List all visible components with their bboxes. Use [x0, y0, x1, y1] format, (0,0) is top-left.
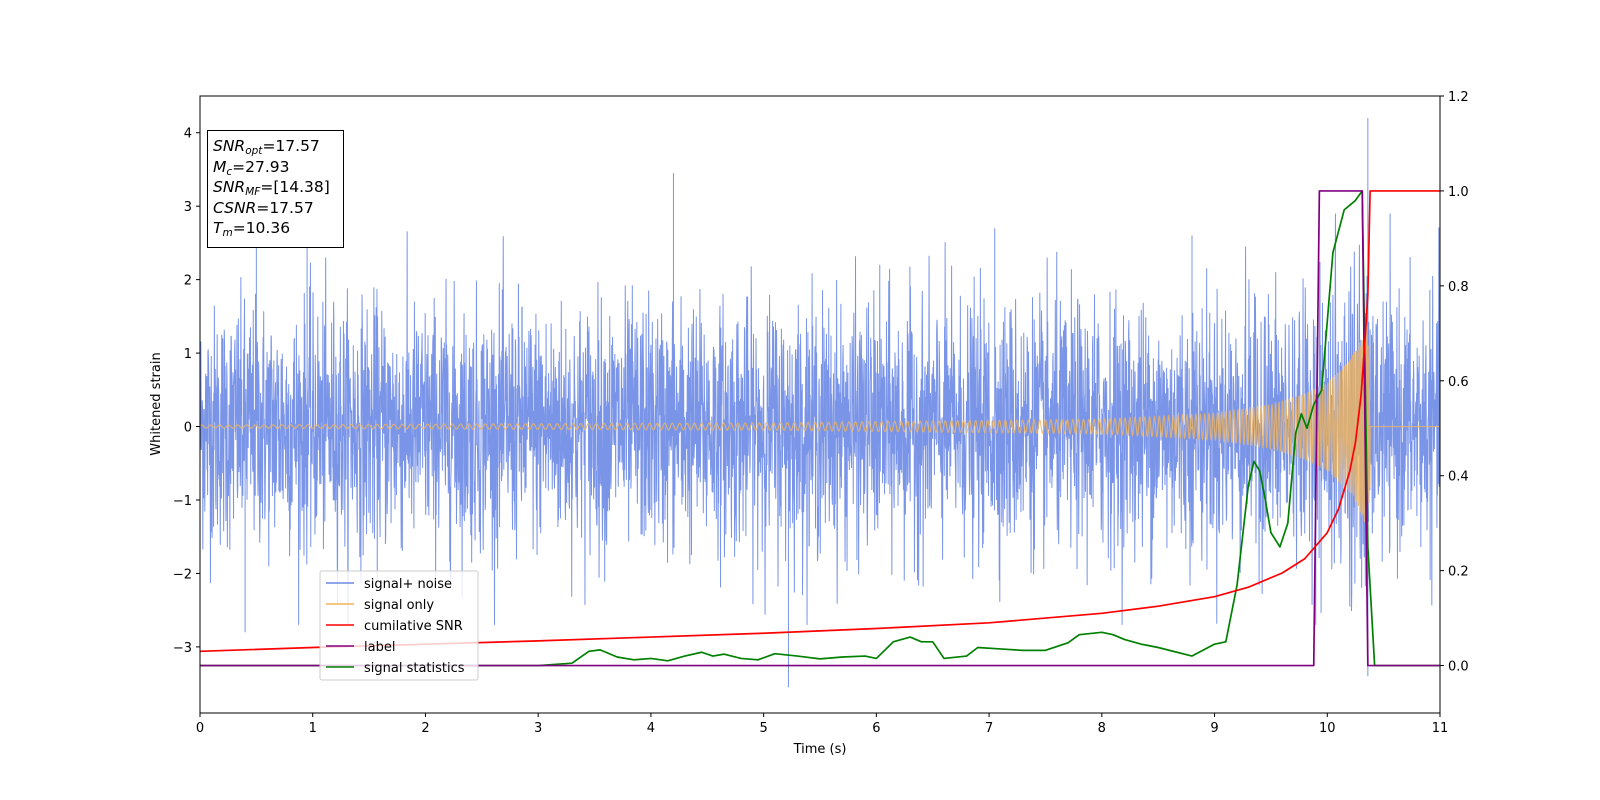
legend-label-signal-noise: signal+ noise — [364, 577, 452, 592]
y2-tick-label: 1.2 — [1448, 90, 1469, 105]
legend-frame — [319, 570, 479, 681]
y-tick-label: 2 — [184, 274, 192, 289]
y-axis-right: 1.2 1.0 0.8 0.6 0.4 0.2 0.0 — [1440, 90, 1469, 675]
x-tick-label: 9 — [1210, 721, 1218, 736]
x-tick-label: 7 — [985, 721, 993, 736]
signal-only-line — [199, 325, 1440, 526]
x-tick-label: 8 — [1098, 721, 1106, 736]
x-tick-label: 0 — [196, 721, 204, 736]
stat-snr-mf: SNRMF=[14.38] — [213, 178, 330, 198]
stats-annotation-box: SNRopt=17.57 Mc=27.93 SNRMF=[14.38] CSNR… — [207, 130, 344, 248]
y-tick-label: −2 — [173, 567, 192, 582]
signal-statistics-line — [200, 190, 1440, 667]
y-tick-label: 1 — [184, 347, 192, 362]
y-tick-label: 3 — [184, 200, 192, 215]
signal-only-trace — [199, 325, 1440, 526]
x-tick-label: 2 — [421, 721, 429, 736]
right-axis-series — [199, 190, 1440, 667]
legend-label-cumulative-snr: cumilative SNR — [364, 619, 463, 634]
stat-mc: Mc=27.93 — [213, 157, 290, 178]
x-tick-label: 6 — [872, 721, 880, 736]
y-axis-label: Whitened strain — [149, 352, 164, 455]
y-tick-label: −1 — [173, 494, 192, 509]
y2-tick-label: 0.0 — [1448, 660, 1469, 675]
x-axis-label: Time (s) — [793, 742, 847, 757]
cumulative-snr-line — [199, 190, 1440, 653]
y2-tick-label: 0.8 — [1448, 280, 1469, 295]
x-tick-label: 1 — [309, 721, 317, 736]
x-tick-label: 11 — [1432, 721, 1449, 736]
y2-tick-label: 0.4 — [1448, 470, 1469, 485]
y-tick-label: 0 — [184, 421, 192, 436]
stat-snr-opt: SNRopt=17.57 — [213, 137, 320, 157]
y2-tick-label: 0.2 — [1448, 565, 1469, 580]
label-line — [200, 190, 1440, 667]
x-axis: 0 1 2 3 4 5 6 7 8 9 10 11 — [196, 713, 1448, 736]
stat-csnr: CSNR=17.57 — [213, 198, 314, 217]
y-axis-left: 4 3 2 1 0 −1 −2 −3 — [173, 127, 200, 656]
x-tick-label: 5 — [759, 721, 767, 736]
x-tick-label: 10 — [1319, 721, 1336, 736]
stat-tm: Tm=10.36 — [213, 219, 291, 239]
y-tick-label: 4 — [184, 127, 192, 142]
x-tick-label: 4 — [647, 721, 655, 736]
legend-label-label: label — [364, 640, 395, 655]
y-tick-label: −3 — [173, 641, 192, 656]
y2-tick-label: 0.6 — [1448, 375, 1469, 390]
legend-label-signal-statistics: signal statistics — [364, 661, 465, 676]
y2-tick-label: 1.0 — [1448, 185, 1469, 200]
x-tick-label: 3 — [534, 721, 542, 736]
legend: signal+ noise signal only cumilative SNR… — [319, 570, 479, 681]
legend-label-signal-only: signal only — [364, 598, 434, 613]
plot-frame — [199, 95, 1441, 714]
